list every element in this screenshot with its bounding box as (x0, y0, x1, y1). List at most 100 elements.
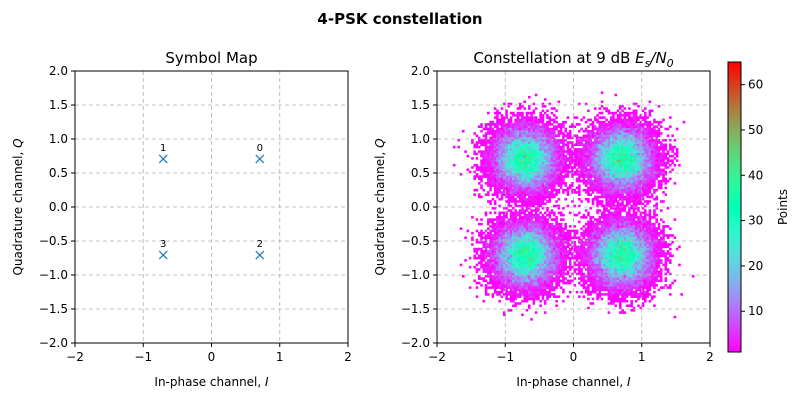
heatmap-cell (475, 166, 479, 169)
heatmap-cell (621, 200, 624, 203)
heatmap-cell (489, 259, 492, 262)
heatmap-cell (664, 166, 668, 169)
heatmap-cell (591, 227, 595, 230)
heatmap-cell (489, 275, 492, 278)
heatmap-cell (619, 157, 622, 160)
heatmap-cell (591, 166, 595, 169)
heatmap-cell (607, 195, 611, 199)
heatmap-cell (550, 179, 554, 183)
heatmap-cell (673, 218, 677, 221)
heatmap-cell (562, 150, 565, 153)
heatmap-cell (641, 195, 645, 199)
heatmap-cell (605, 293, 608, 296)
heatmap-cell (502, 227, 506, 230)
heatmap-cell (557, 261, 561, 264)
heatmap-cell (628, 213, 631, 217)
heatmap-cell (496, 277, 499, 280)
heatmap-cell (582, 261, 586, 264)
heatmap-cell (525, 141, 529, 144)
heatmap-cell (512, 154, 515, 158)
heatmap-cell (607, 209, 611, 212)
heatmap-cell (632, 197, 636, 201)
heatmap-cell (575, 179, 579, 183)
heatmap-cell (557, 284, 561, 287)
heatmap-cell (505, 154, 508, 158)
heatmap-cell (614, 238, 618, 242)
heatmap-cell (591, 186, 595, 190)
heatmap-cell (625, 272, 629, 276)
heatmap-cell (616, 213, 620, 217)
heatmap-cell (509, 243, 513, 246)
heatmap-cell (648, 195, 652, 199)
heatmap-cell (616, 272, 620, 276)
heatmap-cell (523, 250, 527, 253)
heatmap-cell (632, 186, 636, 190)
heatmap-cell (646, 157, 649, 160)
heatmap-cell (623, 241, 627, 244)
heatmap-cell (625, 225, 629, 228)
heatmap-cell (621, 259, 624, 262)
heatmap-cell (553, 188, 556, 192)
heatmap-cell (553, 272, 556, 276)
heatmap-cell (596, 191, 599, 194)
heatmap-cell (557, 229, 561, 233)
heatmap-cell (637, 225, 640, 228)
heatmap-cell (578, 268, 581, 271)
heatmap-cell (480, 263, 483, 267)
y-tick-label: 0.5 (49, 166, 68, 180)
heatmap-cell (537, 218, 540, 221)
heatmap-cell (582, 179, 586, 183)
heatmap-cell (530, 265, 533, 269)
heatmap-cell (541, 263, 545, 267)
heatmap-cell (662, 173, 665, 176)
heatmap-cell (532, 145, 536, 149)
heatmap-cell (550, 173, 554, 176)
heatmap-cell (537, 220, 540, 224)
heatmap-cell (496, 252, 499, 255)
heatmap-cell (518, 227, 522, 230)
heatmap-cell (621, 177, 624, 181)
x-tick-label: −1 (134, 350, 152, 364)
heatmap-cell (607, 238, 611, 242)
heatmap-cell (644, 220, 647, 224)
heatmap-cell (530, 318, 533, 321)
heatmap-cell (539, 286, 542, 289)
heatmap-cell (507, 225, 511, 228)
heatmap-cell (641, 279, 645, 283)
heatmap-cell (632, 243, 636, 246)
heatmap-cell (607, 247, 611, 251)
heatmap-cell (628, 286, 631, 289)
heatmap-cell (644, 200, 647, 203)
heatmap-cell (619, 241, 622, 244)
heatmap-cell (505, 200, 508, 203)
heatmap-cell (487, 168, 490, 172)
heatmap-cell (639, 234, 643, 237)
heatmap-cell (489, 229, 492, 233)
heatmap-cell (523, 177, 527, 181)
heatmap-cell (584, 241, 588, 244)
heatmap-cell (657, 261, 661, 264)
heatmap-cell (534, 268, 538, 271)
heatmap-cell (534, 254, 538, 258)
heatmap-cell (555, 148, 558, 151)
heatmap-cell (496, 220, 499, 224)
heatmap-cell (612, 170, 615, 174)
heatmap-cell (507, 243, 511, 246)
heatmap-cell (609, 263, 613, 267)
heatmap-cell (614, 143, 618, 147)
heatmap-cell (625, 166, 629, 169)
heatmap-cell (662, 154, 665, 158)
heatmap-cell (480, 177, 483, 181)
heatmap-cell (589, 256, 592, 260)
heatmap-cell (575, 245, 579, 249)
heatmap-cell (521, 177, 524, 181)
heatmap-cell (505, 281, 508, 285)
heatmap-cell (555, 166, 558, 169)
heatmap-cell (612, 299, 615, 303)
heatmap-cell (630, 277, 633, 280)
heatmap-cell (653, 252, 656, 255)
heatmap-cell (523, 252, 527, 255)
heatmap-cell (659, 250, 663, 253)
heatmap-cell (539, 193, 542, 196)
heatmap-cell (528, 170, 531, 174)
